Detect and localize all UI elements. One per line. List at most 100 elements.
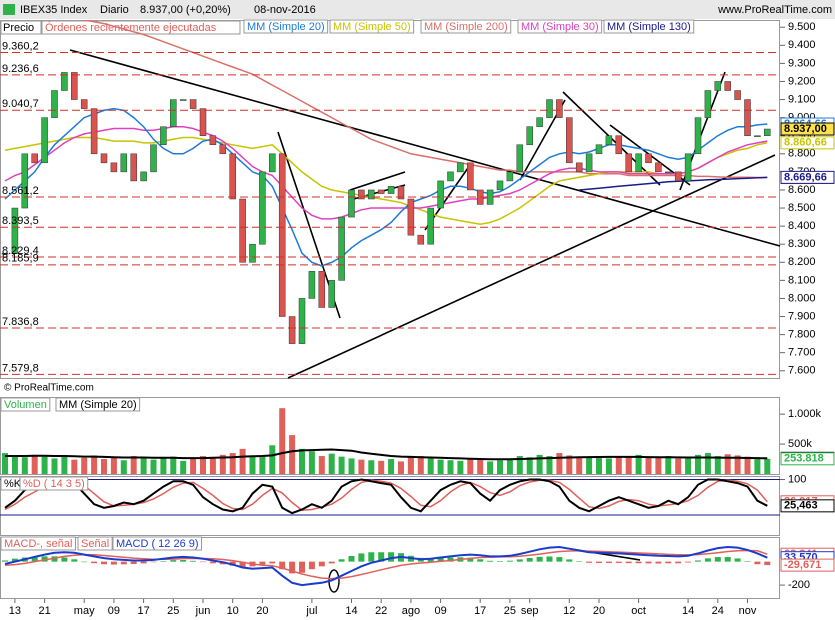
macd-panel (0, 537, 780, 599)
trend-line (287, 154, 776, 379)
histogram-bar (447, 557, 454, 562)
volume-bar (467, 459, 474, 474)
volume-bar (368, 460, 375, 474)
candle (269, 153, 276, 173)
candle (556, 99, 563, 118)
legend-entry: MM (Simple 200) (424, 21, 508, 33)
level-label: 7.579,8 (2, 362, 39, 374)
candle (120, 153, 128, 173)
candle (150, 144, 157, 173)
volume-bar (279, 408, 286, 474)
y-tick-label: -200 (788, 579, 810, 591)
legend-entry: MM (Simple 20) (59, 399, 137, 411)
candle (51, 90, 58, 118)
candle (368, 189, 375, 200)
volume-bar (506, 458, 513, 474)
histogram-bar (348, 556, 355, 562)
volume-bar (71, 459, 78, 474)
volume-bar (744, 456, 751, 474)
histogram-bar (635, 561, 642, 564)
volume-bar (714, 456, 721, 474)
histogram-bar (605, 561, 612, 564)
volume-bar (229, 453, 236, 474)
y-tick-label: 8.500 (788, 202, 816, 214)
legend-box (77, 536, 113, 551)
x-tick-label: 25 (504, 605, 516, 617)
histogram-bar (368, 552, 375, 562)
histogram-bar (427, 558, 434, 562)
candle (744, 99, 751, 136)
legend-entry: Señal (81, 538, 109, 550)
candle (229, 153, 236, 200)
volume-bar (596, 456, 602, 474)
volume-bar (526, 457, 533, 474)
histogram-bar (665, 561, 672, 564)
volume-bar (497, 460, 503, 474)
legend-box (0, 397, 51, 412)
histogram-bar (497, 561, 503, 562)
volume-bar (180, 460, 187, 474)
histogram-bar (704, 558, 711, 562)
candle (189, 99, 197, 109)
legend-box (0, 20, 42, 35)
candle (585, 153, 593, 173)
volume-bar (665, 456, 672, 474)
legend-entry: MM (Simple 20) (247, 21, 325, 33)
y-tick-label: 8.100 (788, 274, 816, 286)
histogram-bar (526, 557, 533, 562)
legend-box (19, 476, 89, 491)
volume-bar (269, 445, 276, 474)
candle (754, 135, 761, 137)
candle (734, 90, 741, 100)
y-tick-label: 500k (788, 438, 812, 450)
annotation: Órdenes recientemente ejecutadas (45, 21, 217, 34)
volume-bar (11, 456, 18, 474)
histogram-bar (279, 561, 286, 570)
candle (447, 171, 454, 182)
level-label: 8.229,4 (2, 245, 39, 257)
histogram-bar (536, 556, 543, 562)
volume-bar (358, 459, 365, 474)
histogram-bar (11, 558, 18, 562)
x-tick-label: 14 (345, 605, 357, 617)
histogram-bar (180, 559, 187, 562)
y-tick-label: 100 (788, 473, 806, 485)
histogram-bar (328, 561, 335, 564)
trend-line (349, 171, 406, 191)
candle (100, 153, 108, 164)
x-tick-label: 10 (227, 605, 239, 617)
histogram-bar (506, 560, 513, 562)
volume-bar (477, 459, 484, 474)
y-tick-label: 8.300 (788, 238, 816, 250)
candle (665, 171, 672, 174)
volume-bar (754, 457, 761, 474)
y-tick-label: 9.300 (788, 57, 816, 69)
chart-title: IBEX35 Index (20, 4, 88, 16)
histogram-bar (259, 561, 266, 565)
volume-bar (31, 454, 38, 474)
volume-bar (61, 456, 68, 474)
x-tick-label: 22 (375, 605, 387, 617)
volume-bar (51, 458, 58, 474)
candle (496, 180, 504, 191)
candle (41, 117, 48, 164)
histogram-bar (51, 556, 58, 562)
histogram-bar (477, 559, 484, 562)
legend-entry: %K (4, 478, 22, 490)
x-tick-label: jun (195, 605, 211, 617)
candle (467, 162, 474, 191)
candle (348, 189, 355, 218)
series-line (579, 176, 768, 191)
volume-bar (407, 457, 414, 474)
volume-bar (289, 435, 296, 474)
candle (684, 153, 692, 182)
volume-bar (704, 453, 711, 474)
candle (61, 72, 68, 91)
chart-period: Diario (100, 4, 129, 16)
histogram-bar (566, 559, 573, 562)
volume-bar (487, 461, 494, 474)
series-line (4, 545, 768, 587)
y-tick-label: 8.200 (788, 256, 816, 268)
volume-bar (388, 459, 395, 474)
candle (387, 186, 395, 194)
